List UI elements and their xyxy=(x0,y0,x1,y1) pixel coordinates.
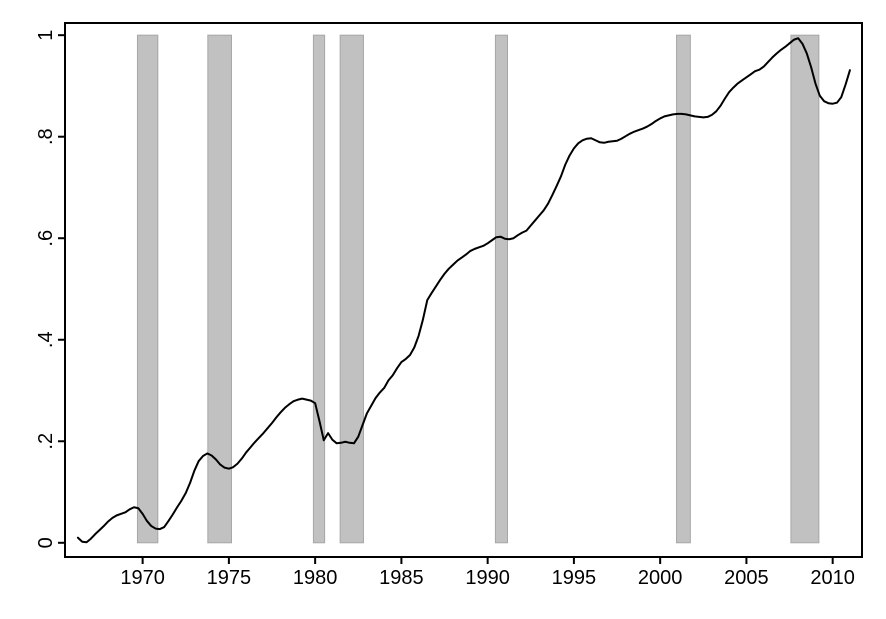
recession-band xyxy=(790,34,820,544)
recession-band xyxy=(339,34,364,544)
recession-band xyxy=(494,34,508,544)
x-tick-label: 2005 xyxy=(724,567,769,589)
y-tick-label: 1 xyxy=(35,30,57,41)
plot-border xyxy=(64,22,863,558)
recession-band xyxy=(207,34,232,544)
y-tick-label: .8 xyxy=(35,128,57,145)
x-tick-label: 1975 xyxy=(207,567,252,589)
x-tick-label: 1990 xyxy=(465,567,510,589)
series-line xyxy=(76,37,851,544)
x-tick-label: 2010 xyxy=(810,567,855,589)
x-tick-label: 2000 xyxy=(638,567,683,589)
x-tick-label: 1995 xyxy=(552,567,597,589)
recession-band xyxy=(136,34,159,544)
y-tick-label: 0 xyxy=(35,537,57,548)
x-tick-label: 1970 xyxy=(120,567,165,589)
recession-band xyxy=(312,34,326,544)
recession-band xyxy=(676,34,691,544)
y-tick-label: .6 xyxy=(35,230,57,247)
x-tick-label: 1985 xyxy=(379,567,424,589)
x-tick-label: 1980 xyxy=(293,567,338,589)
y-tick-label: .4 xyxy=(35,331,57,348)
y-tick-label: .2 xyxy=(35,433,57,450)
